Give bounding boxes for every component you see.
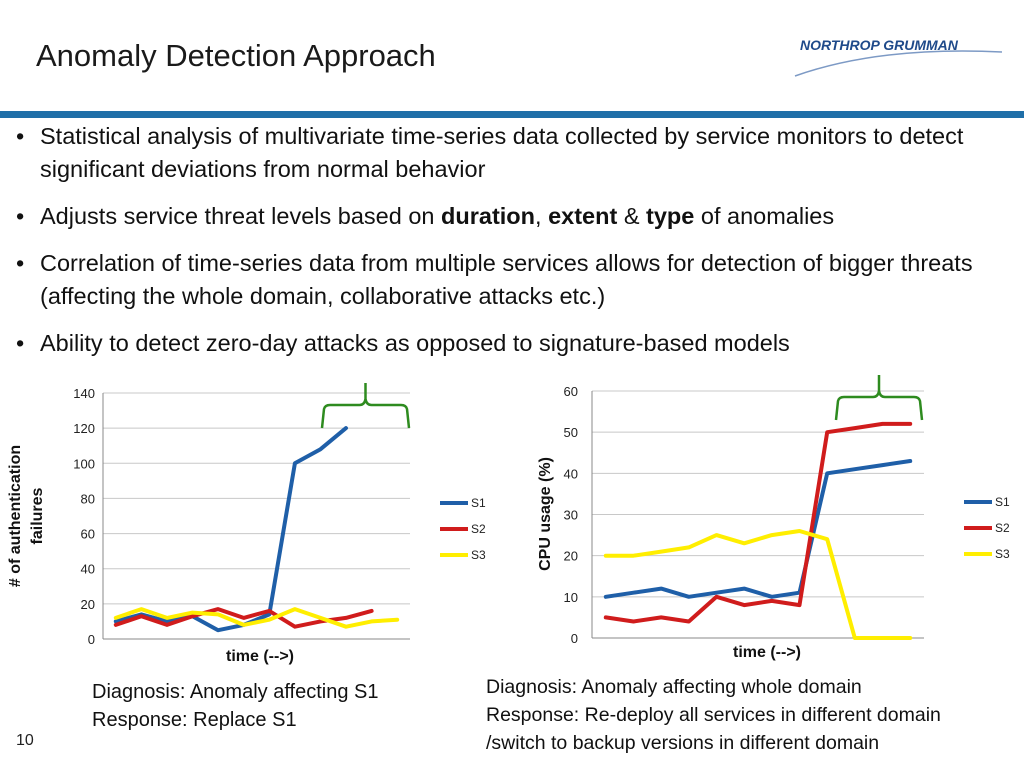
y-tick-label: 60 [564,384,578,399]
series-line-s1 [113,426,348,633]
anomaly-bracket [320,383,411,429]
y-tick-label: 140 [73,386,95,401]
legend-label: S3 [995,547,1010,561]
legend-label: S2 [471,522,486,536]
series-line-s2 [603,421,913,624]
northrop-grumman-logo: NORTHROP GRUMMAN [794,37,1003,77]
slide-title: Anomaly Detection Approach [36,38,436,73]
bullet-item: • Ability to detect zero-day attacks as o… [16,330,790,356]
page-number: 10 [16,732,34,749]
auth-failures-chart: 0 20 40 60 80 100 120 140 S1 S2 S3 # of authenticat… [7,383,486,665]
legend-label: S1 [995,495,1010,509]
y-tick-label: 30 [564,508,578,523]
legend-label: S2 [995,521,1010,535]
series-line-s3 [603,529,913,640]
y-tick-label: 100 [73,456,95,471]
legend-label: S3 [471,548,486,562]
series-line-s1 [603,459,913,599]
cpu-usage-chart: 0 10 20 30 40 50 60 S1 S2 S3 CPU usage (%) time (--… [537,375,1010,661]
y-tick-label: 10 [564,590,578,605]
series-line-s3 [113,607,400,629]
bullet-item: • Adjusts service threat levels based on… [16,203,835,229]
legend-label: S1 [471,496,486,510]
x-axis-title: time (-->) [733,644,801,661]
bullet-item: • Statistical analysis of multivariate ti… [16,123,964,182]
y-tick-label: 40 [564,466,578,481]
bullet-list: • Statistical analysis of multivariate ti… [16,120,1016,374]
y-tick-label: 60 [81,527,95,542]
y-tick-label: 20 [81,597,95,612]
anomaly-bracket [834,375,924,421]
y-tick-label: 120 [73,421,95,436]
y-tick-label: 80 [81,491,95,506]
y-axis-title: CPU usage (%) [537,457,554,571]
bullet-item: • Correlation of time-series data from mu… [16,250,973,309]
svg-text:NORTHROP GRUMMAN: NORTHROP GRUMMAN [800,37,959,53]
y-axis-title: # of authentication failures [7,445,46,587]
left-diagnosis-caption: Diagnosis: Anomaly affecting S1 Response… [92,681,379,731]
y-tick-label: 20 [564,549,578,564]
y-tick-label: 0 [88,632,95,647]
title-accent-bar [0,111,1024,118]
y-tick-label: 50 [564,425,578,440]
y-tick-label: 0 [571,631,578,646]
x-axis-title: time (-->) [226,648,294,665]
right-diagnosis-caption: Diagnosis: Anomaly affecting whole domai… [486,676,941,754]
y-tick-label: 40 [81,562,95,577]
